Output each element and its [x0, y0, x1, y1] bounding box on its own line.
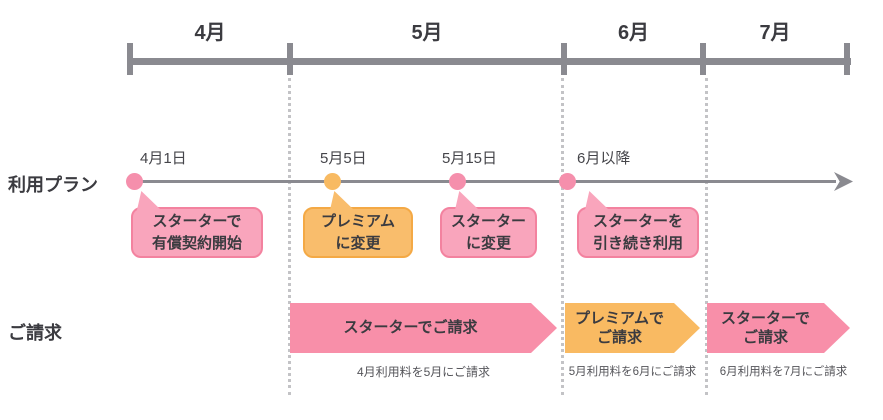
event-bubble-apr1: スターターで 有償契約開始 [131, 207, 263, 258]
ruler-tick [127, 43, 133, 75]
bubble-tail [455, 191, 479, 210]
ruler-tick [287, 43, 293, 75]
event-date-may5: 5月5日 [320, 150, 367, 167]
plan-row-label: 利用プラン [8, 175, 98, 195]
bubble-tail [137, 191, 161, 210]
bar-text-line: ご請求 [596, 329, 642, 346]
event-date-may15: 5月15日 [442, 150, 498, 167]
bubble-text-line: スターターを [592, 212, 683, 230]
month-ruler-bar [127, 58, 851, 65]
event-bubble-may15: スターター に変更 [440, 207, 537, 258]
bubble-text-line: 引き続き利用 [592, 234, 683, 252]
month-label-may: 5月 [411, 22, 443, 44]
bar-text-line: プレミアムで [575, 309, 664, 327]
event-date-june-onward: 6月以降 [577, 150, 631, 167]
bubble-text-line: 有償契約開始 [151, 234, 242, 252]
month-label-july: 7月 [759, 22, 791, 44]
event-dot-june-onward [559, 173, 576, 190]
event-bubble-june-onward: スターターを 引き続き利用 [577, 207, 699, 258]
month-label-april: 4月 [194, 22, 226, 44]
month-divider-dotted-line [561, 78, 564, 395]
event-dot-apr1 [126, 173, 143, 190]
billing-caption-may: 4月利用料を5月にご請求 [356, 365, 491, 379]
bubble-text-line: に変更 [465, 234, 511, 252]
bubble-tail [330, 191, 354, 210]
bubble-text-line: に変更 [335, 234, 381, 252]
billing-bar-starter-july: スターターで ご請求 [707, 303, 850, 353]
month-divider-dotted-line [705, 78, 708, 395]
event-dot-may5 [324, 173, 341, 190]
bubble-tail [585, 191, 609, 210]
bar-text-line: スターターで [720, 309, 811, 327]
billing-bar-premium-june: プレミアムで ご請求 [565, 303, 700, 353]
bar-text-line: ご請求 [742, 329, 788, 346]
month-divider-dotted-line [288, 78, 291, 395]
bubble-text-line: スターターで [152, 212, 242, 230]
ruler-tick [561, 43, 567, 75]
event-dot-may15 [449, 173, 466, 190]
billing-bar-starter-may: スターターでご請求 [290, 303, 557, 353]
billing-caption-july: 6月利用料を7月にご請求 [719, 366, 848, 378]
bubble-text-line: プレミアム [321, 212, 395, 230]
bar-text-line: スターターでご請求 [343, 319, 478, 337]
billing-caption-june: 5月利用料を6月にご請求 [568, 366, 697, 378]
event-bubble-may5: プレミアム に変更 [303, 207, 413, 258]
event-date-apr1: 4月1日 [140, 150, 187, 167]
billing-row-label: ご請求 [8, 323, 62, 343]
month-label-june: 6月 [617, 22, 650, 44]
bubble-text-line: スターター [450, 212, 526, 230]
plan-timeline-line [130, 180, 836, 183]
plan-timeline-arrowhead-icon [834, 172, 853, 191]
ruler-tick [844, 43, 850, 75]
ruler-tick [700, 43, 706, 75]
